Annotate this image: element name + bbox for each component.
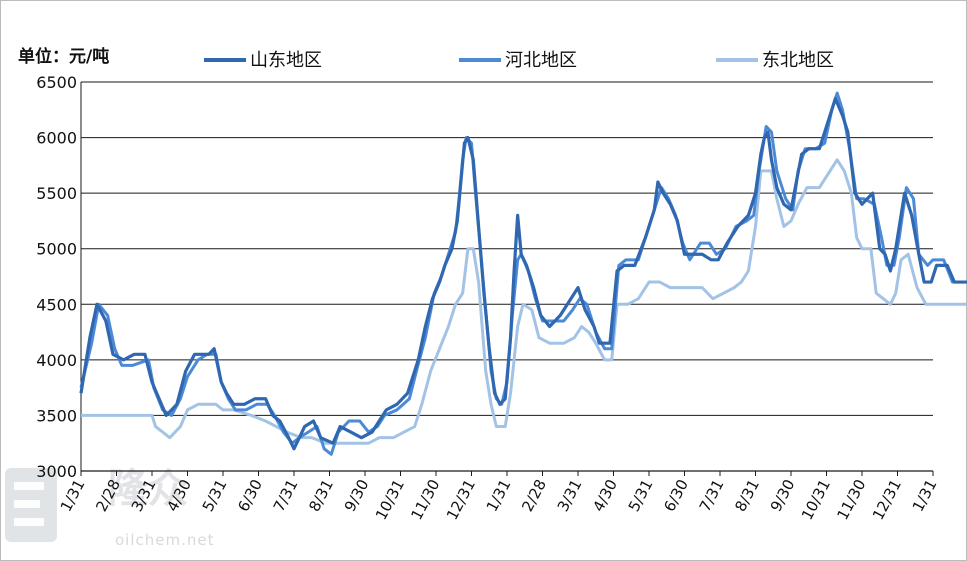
legend: 山东地区 河北地区 东北地区 (204, 50, 834, 71)
watermark-brand-cn: 隆众 (108, 466, 188, 512)
x-tick-label: 8/31 (731, 476, 763, 514)
x-tick-label: 9/30 (341, 476, 373, 514)
series-line-0 (79, 97, 967, 451)
x-tick-label: 1/31 (909, 476, 941, 514)
y-tick-labels: 3000 3500 4000 4500 5000 5500 6000 6500 (36, 73, 77, 481)
x-tick-label: 11/30 (833, 476, 869, 523)
y-tick-label: 6500 (36, 73, 77, 92)
x-tick-label: 7/31 (270, 476, 302, 514)
y-tick-label: 5500 (36, 184, 77, 203)
y-tick-label: 4000 (36, 351, 77, 370)
x-tick-label: 1/31 (57, 476, 89, 514)
watermark: 隆众 oilchem.net (5, 466, 215, 549)
x-tick-label: 6/30 (660, 476, 692, 514)
series-lines (79, 91, 967, 456)
x-tick-label: 6/30 (234, 476, 266, 514)
series-line-1 (79, 91, 967, 456)
x-tick-label: 7/31 (696, 476, 728, 514)
y-tick-label: 4500 (36, 295, 77, 314)
x-tick-labels: 1/31 2/28 3/31 4/30 5/31 6/30 7/31 8/31 9/30 10/3… (57, 476, 941, 523)
x-tick-label: 10/31 (798, 476, 834, 523)
legend-label-2: 东北地区 (762, 50, 834, 71)
y-tick-label: 6000 (36, 129, 77, 148)
legend-label-0: 山东地区 (250, 50, 322, 71)
x-tick-label: 12/31 (869, 476, 905, 523)
x-tick-label: 9/30 (767, 476, 799, 514)
unit-label: 单位：元/吨 (18, 47, 110, 67)
x-tick-label: 8/31 (305, 476, 337, 514)
x-tick-label: 5/31 (199, 476, 231, 514)
y-tick-label: 3500 (36, 406, 77, 425)
legend-label-1: 河北地区 (505, 50, 577, 71)
x-tick-label: 5/31 (625, 476, 657, 514)
series-line-2 (81, 158, 967, 445)
watermark-logo-icon (5, 468, 57, 542)
x-tick-label: 11/30 (407, 476, 443, 523)
watermark-brand-url: oilchem.net (115, 531, 215, 549)
x-tick-label: 10/31 (372, 476, 408, 523)
y-tick-label: 5000 (36, 240, 77, 259)
x-tick-label: 1/31 (483, 476, 515, 514)
x-tick-label: 3/31 (554, 476, 586, 514)
x-tick-label: 4/30 (589, 476, 621, 514)
axes (80, 82, 934, 476)
x-tick-label: 2/28 (518, 476, 550, 514)
y-tick-label: 3000 (36, 462, 77, 481)
x-tick-label: 12/31 (443, 476, 479, 523)
